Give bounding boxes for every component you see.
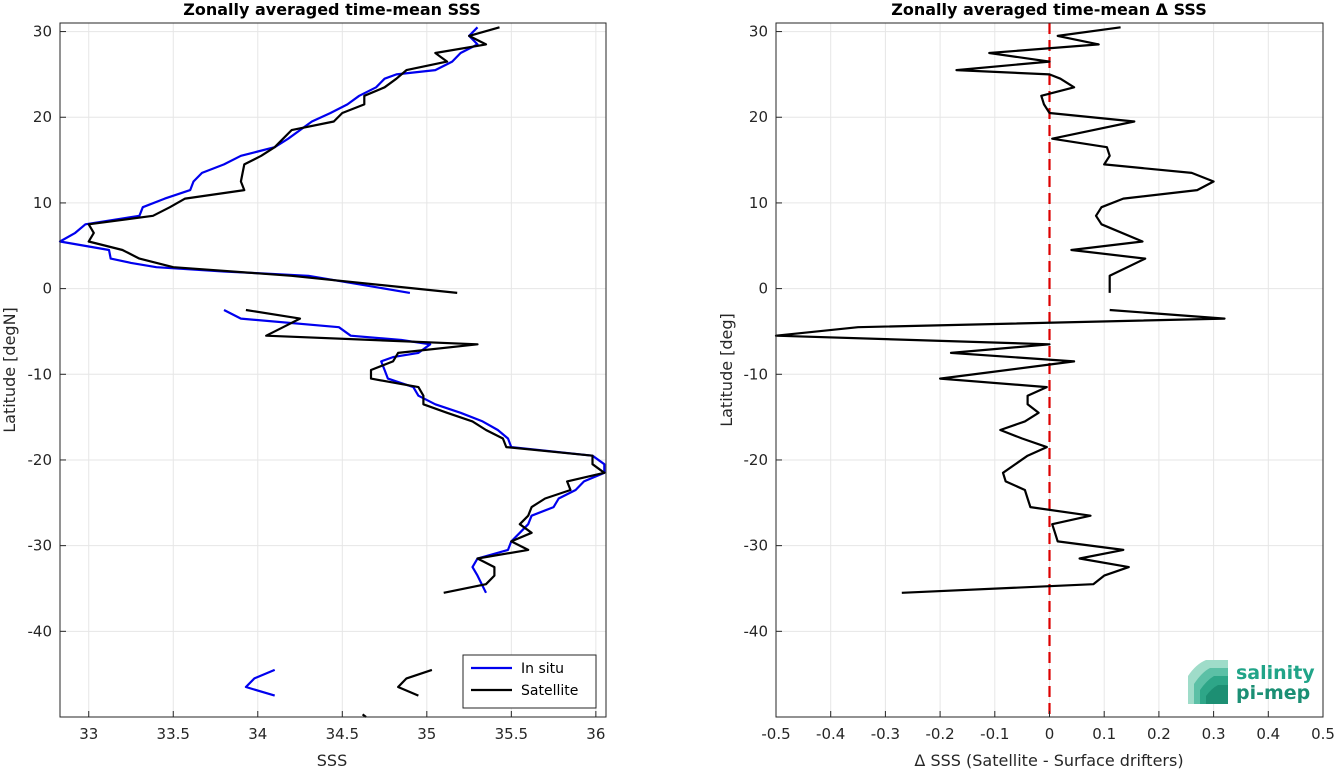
series-line-delta-sss-segment-1 — [774, 308, 1226, 594]
x-tick-label: 0 — [1045, 725, 1055, 743]
right-y-axis-label: Latitude [deg] — [717, 313, 736, 427]
right-series-group — [774, 26, 1226, 594]
series-line-satellite-segment-2 — [397, 668, 433, 697]
y-tick-label: 0 — [42, 280, 52, 298]
x-tick-label: 33.5 — [157, 725, 190, 743]
left-series-group — [58, 26, 606, 718]
right-chart-title: Zonally averaged time-mean Δ SSS — [891, 0, 1207, 19]
y-tick-label: -10 — [744, 365, 769, 383]
left-panel: 33 33.5 34 34.5 35 35.5 36 30 20 10 0 -10 -20 -30 -40… — [0, 0, 607, 769]
x-tick-label: -0.4 — [816, 725, 845, 743]
x-tick-label: 0.2 — [1147, 725, 1171, 743]
y-tick-label: 10 — [749, 194, 768, 212]
series-line-in-situ-segment-0 — [58, 26, 479, 294]
x-tick-label: 36 — [586, 725, 605, 743]
y-tick-label: 20 — [749, 108, 768, 126]
left-y-ticks: 30 20 10 0 -10 -20 -30 -40 — [28, 23, 66, 640]
x-tick-label: -0.1 — [980, 725, 1009, 743]
right-x-ticks: -0.5 -0.4 -0.3 -0.2 -0.1 0 0.1 0.2 0.3 0.4 0.5 — [761, 711, 1335, 743]
series-line-delta-sss-segment-0 — [955, 26, 1215, 293]
right-panel: -0.5 -0.4 -0.3 -0.2 -0.1 0 0.1 0.2 0.3 0.4 0.5 30 2… — [717, 0, 1335, 769]
right-x-axis-label: Δ SSS (Satellite - Surface drifters) — [914, 751, 1183, 769]
y-tick-label: 30 — [33, 23, 52, 41]
y-tick-label: 20 — [33, 108, 52, 126]
y-tick-label: 0 — [758, 280, 768, 298]
series-line-satellite-segment-1 — [245, 308, 606, 594]
x-tick-label: 0.5 — [1311, 725, 1335, 743]
salinity-pi-mep-logo: salinity pi-mep — [1188, 660, 1315, 704]
left-x-axis-label: SSS — [317, 751, 347, 769]
legend-box — [462, 654, 597, 709]
left-chart-title: Zonally averaged time-mean SSS — [183, 0, 481, 19]
left-grid — [60, 23, 606, 717]
y-tick-label: -40 — [28, 622, 53, 640]
x-tick-label: 0.4 — [1256, 725, 1280, 743]
y-tick-label: -20 — [744, 451, 769, 469]
left-x-ticks: 33 33.5 34 34.5 35 35.5 36 — [79, 711, 605, 743]
y-tick-label: -30 — [744, 537, 769, 555]
logo-mark-icon — [1188, 660, 1228, 704]
right-y-ticks: 30 20 10 0 -10 -20 -30 -40 — [744, 23, 782, 640]
y-tick-label: -10 — [28, 365, 53, 383]
left-plot-area — [60, 23, 606, 717]
x-tick-label: 33 — [79, 725, 98, 743]
y-tick-label: -20 — [28, 451, 53, 469]
logo-text-pi-mep: pi-mep — [1236, 682, 1310, 704]
series-line-in-situ-segment-2 — [244, 668, 276, 697]
y-tick-label: 10 — [33, 194, 52, 212]
legend: In situ Satellite — [462, 654, 597, 709]
x-tick-label: 34 — [248, 725, 267, 743]
left-axes-frame — [59, 22, 607, 718]
x-tick-label: 0.1 — [1092, 725, 1116, 743]
x-tick-label: -0.5 — [761, 725, 790, 743]
y-tick-label: -30 — [28, 537, 53, 555]
y-tick-label: 30 — [749, 23, 768, 41]
series-line-satellite-segment-0 — [87, 26, 500, 294]
x-tick-label: -0.2 — [925, 725, 954, 743]
x-tick-label: 34.5 — [326, 725, 359, 743]
legend-label-in-situ: In situ — [521, 661, 564, 677]
y-tick-label: -40 — [744, 622, 769, 640]
x-tick-label: 35 — [417, 725, 436, 743]
x-tick-label: 35.5 — [495, 725, 528, 743]
legend-label-satellite: Satellite — [521, 683, 578, 699]
left-y-axis-label: Latitude [degN] — [0, 307, 19, 433]
x-tick-label: -0.3 — [871, 725, 900, 743]
x-tick-label: 0.3 — [1202, 725, 1226, 743]
logo-text-salinity: salinity — [1236, 662, 1315, 684]
